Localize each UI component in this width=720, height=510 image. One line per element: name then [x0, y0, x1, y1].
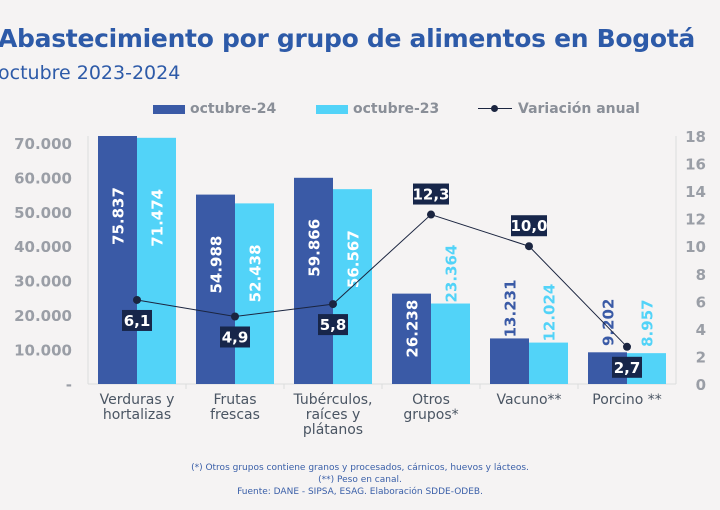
left-tick-label: - [66, 376, 72, 394]
legend: octubre-24 octubre-23 Variación anual [0, 101, 720, 121]
category-label: Porcino ** [592, 392, 661, 408]
legend-label: octubre-23 [353, 101, 440, 117]
bar-octubre-24 [490, 338, 529, 384]
bar-octubre-23 [529, 342, 568, 384]
bar-value-label: 26.238 [404, 300, 422, 358]
chart-title: Abastecimiento por grupo de alimentos en… [0, 24, 695, 53]
bar-octubre-23 [431, 303, 470, 384]
bar-octubre-24 [98, 136, 137, 384]
right-tick-label: 0 [696, 376, 706, 394]
legend-item-octubre-24: octubre-24 [153, 101, 276, 117]
variation-point [427, 210, 435, 219]
footnote-otros: (*) Otros grupos contiene granos y proce… [191, 463, 529, 473]
left-tick-label: 30.000 [14, 273, 72, 291]
right-tick-label: 4 [696, 321, 706, 339]
variation-label: 6,1 [124, 312, 151, 330]
variation-label: 12,3 [412, 186, 449, 204]
chart-subtitle: octubre 2023-2024 [0, 62, 181, 84]
variation-label-box [318, 314, 348, 336]
variation-point [231, 312, 239, 321]
legend-item-variacion: Variación anual [478, 101, 640, 117]
left-tick-label: 10.000 [14, 342, 72, 360]
category-label: Vacuno** [496, 392, 561, 408]
bar-value-label: 23.364 [443, 245, 461, 303]
bar-value-label: 71.474 [149, 189, 167, 247]
right-tick-label: 14 [685, 183, 706, 201]
right-tick-label: 18 [685, 128, 706, 146]
variation-label-box [220, 326, 250, 348]
variation-point [329, 300, 337, 309]
bar-value-label: 9.202 [600, 299, 618, 346]
bar-octubre-24 [196, 194, 235, 384]
right-tick-label: 8 [696, 266, 706, 284]
bar-octubre-24 [294, 177, 333, 384]
variation-label: 5,8 [320, 316, 347, 334]
variation-label-box [511, 215, 547, 237]
category-label: hortalizas [103, 407, 171, 423]
bar-octubre-23 [235, 203, 274, 384]
category-label: Verduras y [100, 392, 175, 408]
category-label: raíces y [306, 407, 361, 423]
bar-value-label: 59.866 [306, 219, 324, 277]
category-label: plátanos [303, 422, 363, 438]
legend-item-octubre-23: octubre-23 [316, 101, 439, 117]
bar-octubre-24 [392, 293, 431, 384]
bar-value-label: 8.957 [639, 299, 657, 346]
left-tick-label: 20.000 [14, 307, 72, 325]
bar-value-label: 75.837 [110, 187, 128, 245]
legend-swatch [316, 104, 348, 114]
bar-octubre-23 [137, 137, 176, 384]
left-tick-label: 40.000 [14, 238, 72, 256]
bar-value-label: 13.231 [502, 279, 520, 337]
bar-value-label: 52.438 [247, 244, 265, 302]
variation-point [525, 242, 533, 251]
legend-label: Variación anual [518, 101, 640, 117]
left-tick-label: 50.000 [14, 204, 72, 222]
variation-label-box [612, 356, 642, 378]
bar-value-label: 12.024 [541, 284, 559, 342]
right-tick-label: 2 [696, 348, 706, 366]
variation-label: 10,0 [510, 217, 547, 235]
variation-label-box [122, 309, 152, 331]
footnote-source: Fuente: DANE - SIPSA, ESAG. Elaboración … [237, 487, 483, 497]
bar-value-label: 54.988 [208, 236, 226, 294]
legend-label: octubre-24 [190, 101, 277, 117]
variation-point [623, 342, 631, 351]
left-tick-label: 70.000 [14, 135, 72, 153]
right-tick-label: 12 [685, 211, 706, 229]
bar-value-label: 56.567 [345, 230, 363, 288]
footnote-peso: (**) Peso en canal. [318, 475, 402, 485]
variation-label: 4,9 [222, 328, 249, 346]
right-tick-label: 16 [685, 156, 706, 174]
category-label: frescas [210, 407, 260, 423]
left-tick-label: 60.000 [14, 169, 72, 187]
category-label: Tubérculos, [292, 392, 372, 408]
variation-point [133, 295, 141, 304]
variation-label-box [413, 183, 449, 205]
variation-label: 2,7 [614, 359, 641, 377]
category-label: Otros [412, 392, 450, 408]
category-label: Frutas [213, 392, 256, 408]
category-label: grupos* [403, 407, 458, 423]
right-tick-label: 10 [685, 238, 706, 256]
legend-swatch [153, 104, 185, 114]
right-tick-label: 6 [696, 293, 706, 311]
legend-line-marker [478, 104, 512, 114]
variation-line [136, 213, 628, 348]
